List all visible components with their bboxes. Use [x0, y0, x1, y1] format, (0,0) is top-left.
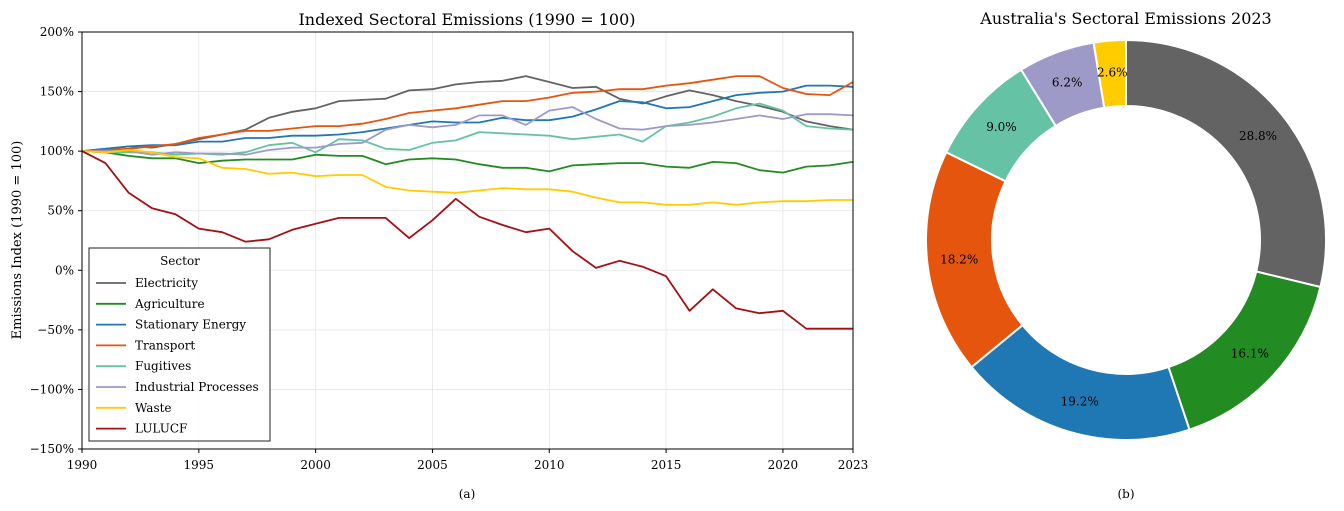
- plot-frame: [81, 31, 854, 450]
- caption-b: (b): [1117, 487, 1134, 501]
- legend-label-industrial-processes: Industrial Processes: [135, 380, 259, 394]
- y-tick-label: 200%: [40, 25, 74, 39]
- legend-title: Sector: [160, 254, 200, 268]
- x-tick-label: 2005: [417, 458, 448, 472]
- y-tick-label: 150%: [40, 85, 74, 99]
- donut-chart: Australia's Sectoral Emissions 2023 2.6%…: [925, 9, 1327, 501]
- series-line-industrial-processes: [82, 106, 854, 156]
- caption-a: (a): [459, 487, 476, 501]
- series-line-transport: [81, 75, 854, 152]
- y-tick-label: −100%: [30, 382, 74, 396]
- y-tick-label: −50%: [37, 323, 74, 337]
- legend-label-electricity: Electricity: [135, 276, 198, 290]
- x-tick-label: 2023: [838, 458, 869, 472]
- series-lines: [81, 75, 854, 330]
- donut-percent-label: 18.2%: [940, 253, 978, 267]
- series-line-electricity: [81, 75, 854, 152]
- legend-label-stationary-energy: Stationary Energy: [135, 318, 246, 332]
- series-line-waste: [81, 149, 853, 206]
- donut-percent-labels: 2.6% 6.2% 9.0% 18.2% 19.2% 16.1% 28.8%: [940, 66, 1277, 409]
- x-tick-label: 2015: [651, 458, 682, 472]
- series-line-fugitives: [81, 102, 854, 156]
- donut-percent-label: 6.2%: [1052, 76, 1083, 90]
- x-tick-label: 2000: [300, 458, 331, 472]
- y-tick-label: 0%: [55, 263, 74, 277]
- y-tick-label: 100%: [40, 144, 74, 158]
- legend-label-fugitives: Fugitives: [135, 359, 191, 373]
- series-line-lulucf: [81, 150, 853, 330]
- donut-slices: [925, 38, 1327, 441]
- donut-percent-label: 19.2%: [1061, 394, 1099, 408]
- line-chart: Indexed Sectoral Emissions (1990 = 100) …: [10, 10, 868, 501]
- legend-items: Electricity Agriculture Stationary Energy T…: [96, 276, 259, 436]
- donut-percent-label: 2.6%: [1097, 66, 1128, 80]
- x-tick-label: 2010: [534, 458, 565, 472]
- x-tick-label: 1990: [67, 458, 98, 472]
- y-axis-ticks: −150% −100% −50% 0% 50% 100% 150% 200%: [30, 25, 82, 456]
- y-tick-label: −150%: [30, 442, 74, 456]
- donut-percent-label: 9.0%: [986, 120, 1017, 134]
- x-tick-label: 1995: [184, 458, 215, 472]
- line-chart-title: Indexed Sectoral Emissions (1990 = 100): [298, 10, 635, 29]
- legend-label-transport: Transport: [135, 338, 195, 352]
- x-axis-ticks: 1990 1995 2000 2005 2010 2015 2020 2023: [67, 449, 869, 472]
- series-line-stationary-energy: [81, 84, 854, 152]
- x-tick-label: 2020: [768, 458, 799, 472]
- donut-slice: [970, 323, 1191, 441]
- legend: Sector Electricity Agriculture Stationary …: [88, 247, 271, 442]
- legend-label-agriculture: Agriculture: [134, 297, 205, 311]
- donut-slice: [1125, 38, 1327, 289]
- donut-percent-label: 28.8%: [1239, 129, 1277, 143]
- legend-label-lulucf: LULUCF: [135, 422, 187, 436]
- y-tick-label: 50%: [47, 204, 74, 218]
- legend-label-waste: Waste: [135, 401, 172, 415]
- y-axis-label: Emissions Index (1990 = 100): [10, 141, 25, 340]
- series-line-agriculture: [81, 150, 854, 174]
- donut-percent-label: 16.1%: [1231, 347, 1269, 361]
- donut-chart-title: Australia's Sectoral Emissions 2023: [979, 9, 1271, 28]
